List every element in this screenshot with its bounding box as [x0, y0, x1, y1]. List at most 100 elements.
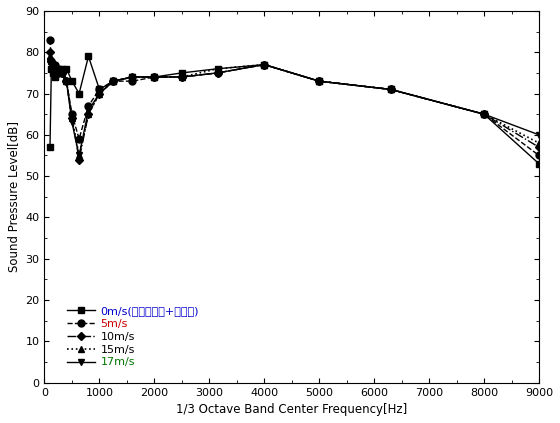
- 17m/s: [129, 74, 136, 80]
- Line: 0m/s(가이드그릴+흡음판): 0m/s(가이드그릴+흡음판): [47, 54, 542, 167]
- Line: 17m/s: 17m/s: [46, 57, 543, 159]
- 5m/s: [63, 79, 70, 84]
- 17m/s: [58, 70, 65, 75]
- 17m/s: [48, 62, 55, 67]
- Y-axis label: Sound Pressure Level[dB]: Sound Pressure Level[dB]: [7, 121, 20, 272]
- 17m/s: [214, 70, 221, 75]
- 5m/s: [535, 153, 542, 158]
- 10m/s: [179, 74, 185, 80]
- 5m/s: [316, 79, 323, 84]
- 15m/s: [535, 140, 542, 146]
- 5m/s: [76, 137, 82, 142]
- 0m/s(가이드그릴+흡음판): [480, 112, 487, 117]
- 17m/s: [68, 120, 75, 125]
- 10m/s: [48, 58, 55, 63]
- 5m/s: [110, 79, 116, 84]
- 15m/s: [151, 74, 158, 80]
- 0m/s(가이드그릴+흡음판): [52, 74, 59, 80]
- 15m/s: [388, 87, 394, 92]
- 15m/s: [58, 70, 65, 75]
- 15m/s: [52, 66, 59, 71]
- 0m/s(가이드그릴+흡음판): [55, 66, 62, 71]
- 0m/s(가이드그릴+흡음판): [129, 74, 136, 80]
- 0m/s(가이드그릴+흡음판): [68, 79, 75, 84]
- 17m/s: [151, 74, 158, 80]
- 15m/s: [480, 112, 487, 117]
- 0m/s(가이드그릴+흡음판): [50, 70, 57, 75]
- 0m/s(가이드그릴+흡음판): [261, 62, 268, 67]
- 10m/s: [129, 74, 136, 80]
- 10m/s: [110, 79, 116, 84]
- 15m/s: [68, 116, 75, 121]
- 17m/s: [110, 79, 116, 84]
- 15m/s: [214, 66, 221, 71]
- 17m/s: [46, 58, 53, 63]
- 15m/s: [129, 74, 136, 80]
- 15m/s: [179, 74, 185, 80]
- 10m/s: [316, 79, 323, 84]
- 17m/s: [63, 79, 70, 84]
- 15m/s: [48, 58, 55, 63]
- 0m/s(가이드그릴+흡음판): [179, 70, 185, 75]
- 10m/s: [388, 87, 394, 92]
- 15m/s: [96, 91, 103, 96]
- 10m/s: [96, 91, 103, 96]
- 17m/s: [179, 74, 185, 80]
- 5m/s: [480, 112, 487, 117]
- 10m/s: [76, 157, 82, 162]
- 0m/s(가이드그릴+흡음판): [96, 87, 103, 92]
- 17m/s: [535, 132, 542, 137]
- 5m/s: [214, 70, 221, 75]
- Line: 5m/s: 5m/s: [46, 36, 543, 159]
- 10m/s: [58, 70, 65, 75]
- 10m/s: [55, 70, 62, 75]
- 5m/s: [129, 79, 136, 84]
- 17m/s: [55, 66, 62, 71]
- Line: 10m/s: 10m/s: [47, 49, 542, 162]
- 5m/s: [261, 62, 268, 67]
- 15m/s: [55, 66, 62, 71]
- 5m/s: [46, 37, 53, 42]
- 17m/s: [480, 112, 487, 117]
- 17m/s: [96, 91, 103, 96]
- 0m/s(가이드그릴+흡음판): [388, 87, 394, 92]
- 10m/s: [535, 145, 542, 150]
- 15m/s: [85, 112, 92, 117]
- 15m/s: [110, 79, 116, 84]
- 10m/s: [46, 50, 53, 55]
- 0m/s(가이드그릴+흡음판): [58, 66, 65, 71]
- 10m/s: [85, 112, 92, 117]
- 17m/s: [52, 66, 59, 71]
- 15m/s: [261, 62, 268, 67]
- 15m/s: [46, 54, 53, 59]
- 17m/s: [76, 153, 82, 158]
- 0m/s(가이드그릴+흡음판): [151, 74, 158, 80]
- 5m/s: [179, 74, 185, 80]
- 15m/s: [76, 153, 82, 158]
- 5m/s: [55, 70, 62, 75]
- 5m/s: [58, 70, 65, 75]
- 5m/s: [85, 103, 92, 108]
- 5m/s: [388, 87, 394, 92]
- 10m/s: [480, 112, 487, 117]
- 10m/s: [261, 62, 268, 67]
- 0m/s(가이드그릴+흡음판): [48, 66, 55, 71]
- 0m/s(가이드그릴+흡음판): [85, 54, 92, 59]
- 17m/s: [50, 62, 57, 67]
- 0m/s(가이드그릴+흡음판): [316, 79, 323, 84]
- 5m/s: [96, 87, 103, 92]
- 0m/s(가이드그릴+흡음판): [535, 161, 542, 166]
- 0m/s(가이드그릴+흡음판): [76, 91, 82, 96]
- 0m/s(가이드그릴+흡음판): [63, 66, 70, 71]
- 10m/s: [214, 70, 221, 75]
- Line: 15m/s: 15m/s: [47, 54, 542, 158]
- 17m/s: [316, 79, 323, 84]
- 17m/s: [261, 62, 268, 67]
- 10m/s: [50, 62, 57, 67]
- 15m/s: [316, 79, 323, 84]
- 10m/s: [68, 116, 75, 121]
- 10m/s: [151, 74, 158, 80]
- 5m/s: [151, 74, 158, 80]
- 0m/s(가이드그릴+흡음판): [214, 66, 221, 71]
- 5m/s: [50, 62, 57, 67]
